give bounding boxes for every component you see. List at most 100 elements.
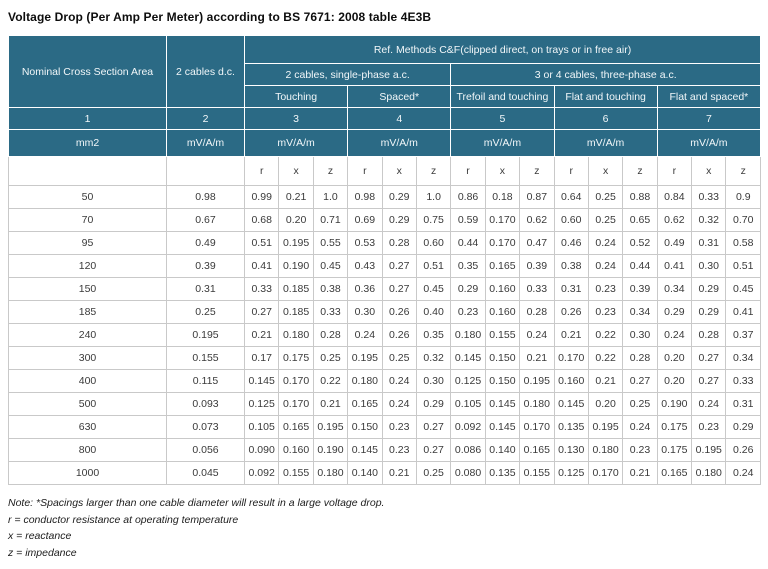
cell-z-value: 0.38	[312, 277, 349, 301]
cell-r-value: 0.24	[347, 323, 383, 347]
table-row: 185 0.25 0.27 0.185 0.33 0.30 0.26 0.40 0.23 0.16…	[8, 300, 762, 324]
header-flat-and-spaced: Flat and spaced*	[656, 85, 762, 108]
cell-r-value: 0.69	[347, 208, 383, 232]
rxz-header-r: r	[347, 156, 383, 186]
header-ref-methods: Ref. Methods C&F(clipped direct, on tray…	[243, 35, 762, 64]
cell-z-value: 0.29	[725, 415, 762, 439]
cell-z-value: 0.55	[312, 231, 349, 255]
cell-x-value: 0.22	[587, 323, 624, 347]
table-row: 400 0.115 0.145 0.170 0.22 0.180 0.24 0.30 0.125…	[8, 369, 762, 393]
table-row: 150 0.31 0.33 0.185 0.38 0.36 0.27 0.45 0.29 0.16…	[8, 277, 762, 301]
cell-r-value: 0.165	[347, 392, 383, 416]
unit-label: mV/A/m	[166, 129, 245, 157]
cell-z-value: 0.27	[415, 438, 452, 462]
cell-z-value: 0.27	[415, 415, 452, 439]
cell-x-value: 0.155	[278, 461, 314, 485]
cell-x-value: 0.190	[278, 254, 314, 278]
cell-dc-value: 0.093	[166, 392, 245, 416]
cell-x-value: 0.28	[691, 323, 727, 347]
cell-x-value: 0.27	[691, 369, 727, 393]
cell-dc-value: 0.31	[166, 277, 245, 301]
cell-r-value: 0.105	[450, 392, 486, 416]
notes-block: Note: *Spacings larger than one cable di…	[8, 495, 760, 561]
rxz-header-r: r	[450, 156, 486, 186]
table-row: 500 0.093 0.125 0.170 0.21 0.165 0.24 0.29 0.105…	[8, 392, 762, 416]
cell-z-value: 0.25	[312, 346, 349, 370]
cell-x-value: 0.140	[484, 438, 521, 462]
column-number: 3	[243, 107, 349, 130]
cell-z-value: 0.26	[725, 438, 762, 462]
cell-r-value: 0.26	[553, 300, 589, 324]
unit-label: mV/A/m	[656, 129, 762, 157]
rxz-header-x: x	[484, 156, 521, 186]
cell-r-value: 0.180	[450, 323, 486, 347]
cell-nominal-size: 500	[8, 392, 167, 416]
cell-r-value: 0.165	[656, 461, 693, 485]
cell-nominal-size: 800	[8, 438, 167, 462]
cell-r-value: 0.105	[243, 415, 280, 439]
cell-x-value: 0.18	[484, 185, 521, 209]
cell-x-value: 0.180	[587, 438, 624, 462]
cell-x-value: 0.26	[381, 323, 417, 347]
table-row: 70 0.67 0.68 0.20 0.71 0.69 0.29 0.75 0.59 0.170 0…	[8, 208, 762, 232]
header-2-cables-dc: 2 cables d.c.	[166, 35, 245, 108]
header-touching: Touching	[243, 85, 349, 108]
cell-x-value: 0.160	[484, 300, 521, 324]
cell-x-value: 0.160	[278, 438, 314, 462]
cell-x-value: 0.23	[587, 300, 624, 324]
cell-x-value: 0.31	[691, 231, 727, 255]
cell-x-value: 0.170	[278, 392, 314, 416]
header-three-phase: 3 or 4 cables, three-phase a.c.	[450, 63, 762, 86]
cell-r-value: 0.20	[656, 369, 693, 393]
cell-r-value: 0.175	[656, 438, 693, 462]
cell-nominal-size: 300	[8, 346, 167, 370]
cell-nominal-size: 70	[8, 208, 167, 232]
note-z-definition: z = impedance	[8, 546, 77, 559]
unit-label: mV/A/m	[553, 129, 658, 157]
cell-x-value: 0.20	[278, 208, 314, 232]
table-row: 95 0.49 0.51 0.195 0.55 0.53 0.28 0.60 0.44 0.170…	[8, 231, 762, 255]
cell-nominal-size: 120	[8, 254, 167, 278]
cell-r-value: 0.41	[656, 254, 693, 278]
cell-x-value: 0.22	[587, 346, 624, 370]
cell-r-value: 0.33	[243, 277, 280, 301]
cell-z-value: 0.30	[415, 369, 452, 393]
rxz-header-r: r	[243, 156, 280, 186]
cell-x-value: 0.30	[691, 254, 727, 278]
cell-z-value: 0.21	[519, 346, 555, 370]
cell-r-value: 0.84	[656, 185, 693, 209]
cell-z-value: 0.58	[725, 231, 762, 255]
cell-nominal-size: 240	[8, 323, 167, 347]
cell-r-value: 0.98	[347, 185, 383, 209]
cell-x-value: 0.24	[381, 392, 417, 416]
cell-x-value: 0.29	[381, 208, 417, 232]
cell-r-value: 0.090	[243, 438, 280, 462]
cell-x-value: 0.185	[278, 300, 314, 324]
page-title: Voltage Drop (Per Amp Per Meter) accordi…	[8, 10, 432, 24]
cell-r-value: 0.092	[243, 461, 280, 485]
cell-r-value: 0.145	[347, 438, 383, 462]
cell-r-value: 0.62	[656, 208, 693, 232]
cell-r-value: 0.38	[553, 254, 589, 278]
cell-r-value: 0.21	[553, 323, 589, 347]
column-number: 1	[8, 107, 167, 130]
cell-r-value: 0.130	[553, 438, 589, 462]
cell-z-value: 0.30	[622, 323, 658, 347]
cell-x-value: 0.21	[381, 461, 417, 485]
cell-x-value: 0.160	[484, 277, 521, 301]
cell-r-value: 0.29	[450, 277, 486, 301]
rxz-header-x: x	[691, 156, 727, 186]
cell-z-value: 0.28	[519, 300, 555, 324]
cell-x-value: 0.150	[484, 369, 521, 393]
cell-x-value: 0.185	[278, 277, 314, 301]
cell-x-value: 0.155	[484, 323, 521, 347]
cell-x-value: 0.23	[691, 415, 727, 439]
cell-z-value: 0.51	[725, 254, 762, 278]
cell-z-value: 0.180	[519, 392, 555, 416]
cell-z-value: 1.0	[415, 185, 452, 209]
cell-x-value: 0.24	[381, 369, 417, 393]
cell-x-value: 0.23	[381, 438, 417, 462]
rxz-header-z: z	[415, 156, 452, 186]
table-row: 800 0.056 0.090 0.160 0.190 0.145 0.23 0.27 0.08…	[8, 438, 762, 462]
